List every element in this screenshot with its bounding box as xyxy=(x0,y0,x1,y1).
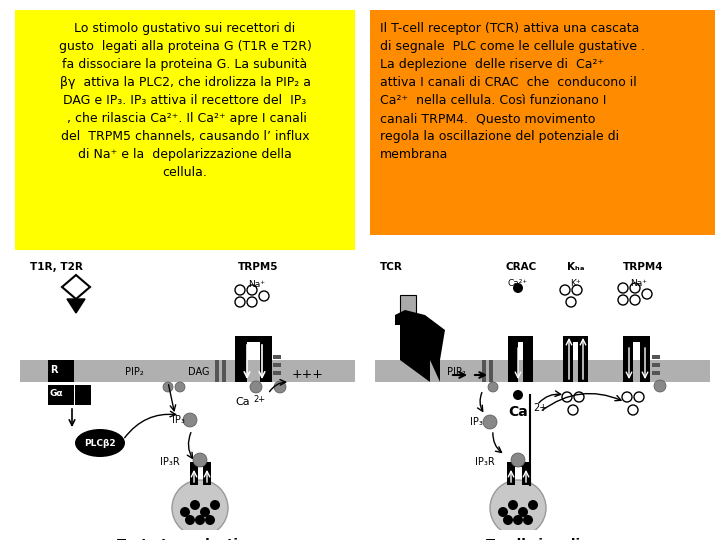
Circle shape xyxy=(185,515,195,525)
Circle shape xyxy=(163,382,173,392)
Text: Il T-cell receptor (TCR) attiva una cascata
di segnale  PLC come le cellule gust: Il T-cell receptor (TCR) attiva una casc… xyxy=(380,22,645,161)
Circle shape xyxy=(183,413,197,427)
Text: PIP₂: PIP₂ xyxy=(447,367,466,377)
Bar xyxy=(215,360,219,382)
Bar xyxy=(652,355,660,359)
Circle shape xyxy=(503,515,513,525)
Circle shape xyxy=(511,453,525,467)
Bar xyxy=(222,360,226,382)
Circle shape xyxy=(274,381,286,393)
Polygon shape xyxy=(395,310,445,382)
Bar xyxy=(523,337,533,382)
Bar xyxy=(235,337,247,382)
Text: DAG: DAG xyxy=(188,367,210,377)
Circle shape xyxy=(195,515,205,525)
Polygon shape xyxy=(62,275,90,299)
Bar xyxy=(15,10,355,250)
Bar xyxy=(190,463,198,485)
Bar xyxy=(273,355,281,359)
Bar xyxy=(508,336,533,342)
Circle shape xyxy=(513,390,523,400)
Circle shape xyxy=(210,500,220,510)
Bar xyxy=(563,336,588,342)
Text: TRPM5: TRPM5 xyxy=(238,262,279,272)
Text: PIP₂: PIP₂ xyxy=(125,367,144,377)
Circle shape xyxy=(528,500,538,510)
Circle shape xyxy=(180,507,190,517)
Bar xyxy=(370,10,715,235)
Text: IP₃R: IP₃R xyxy=(475,457,495,467)
Circle shape xyxy=(490,480,546,536)
Text: CRAC: CRAC xyxy=(505,262,536,272)
Bar xyxy=(563,337,573,382)
Bar xyxy=(375,360,710,382)
Bar xyxy=(578,337,588,382)
Circle shape xyxy=(513,283,523,293)
Bar xyxy=(400,295,416,325)
Bar xyxy=(20,360,355,382)
Text: 2+: 2+ xyxy=(533,403,547,413)
Bar xyxy=(652,363,660,367)
Text: Taste transduction: Taste transduction xyxy=(117,538,257,540)
Bar xyxy=(190,462,211,467)
Text: Gα: Gα xyxy=(50,389,63,399)
Text: TRPM4: TRPM4 xyxy=(623,262,664,272)
Bar xyxy=(260,337,272,382)
Bar xyxy=(522,463,530,485)
Bar xyxy=(623,337,633,382)
Circle shape xyxy=(172,480,228,536)
Text: Kₕₐ: Kₕₐ xyxy=(567,262,585,272)
Bar xyxy=(507,462,530,467)
Bar xyxy=(235,336,272,342)
Circle shape xyxy=(190,500,200,510)
Bar xyxy=(508,337,518,382)
Circle shape xyxy=(498,507,508,517)
Circle shape xyxy=(200,507,210,517)
Text: IP₃: IP₃ xyxy=(470,417,483,427)
Text: TCR: TCR xyxy=(380,262,403,272)
Text: PLCβ2: PLCβ2 xyxy=(84,438,116,448)
Text: T cell signaling: T cell signaling xyxy=(485,538,598,540)
Circle shape xyxy=(488,382,498,392)
Text: Ca: Ca xyxy=(508,405,528,419)
Text: Lo stimolo gustativo sui recettori di
gusto  legati alla proteina G (T1R e T2R)
: Lo stimolo gustativo sui recettori di gu… xyxy=(58,22,312,179)
Bar xyxy=(640,337,650,382)
Text: IP₃R: IP₃R xyxy=(160,457,180,467)
Circle shape xyxy=(483,415,497,429)
Text: R: R xyxy=(50,365,58,375)
Bar xyxy=(48,385,74,405)
Circle shape xyxy=(513,515,523,525)
Bar xyxy=(489,360,493,382)
Bar xyxy=(273,371,281,375)
Circle shape xyxy=(518,507,528,517)
Text: 2+: 2+ xyxy=(253,395,265,404)
Bar xyxy=(48,360,74,382)
Text: Na⁺: Na⁺ xyxy=(248,280,265,289)
Circle shape xyxy=(205,515,215,525)
Text: K⁺: K⁺ xyxy=(570,279,580,288)
Bar xyxy=(623,336,650,342)
Text: T1R, T2R: T1R, T2R xyxy=(30,262,83,272)
Circle shape xyxy=(508,500,518,510)
Text: Na⁺: Na⁺ xyxy=(630,279,647,288)
Circle shape xyxy=(175,382,185,392)
Bar xyxy=(507,463,515,485)
Text: Ca²⁺: Ca²⁺ xyxy=(507,279,527,288)
Circle shape xyxy=(654,380,666,392)
Polygon shape xyxy=(67,299,85,313)
Circle shape xyxy=(250,381,262,393)
Bar xyxy=(203,463,211,485)
Bar xyxy=(652,371,660,375)
Text: Ca: Ca xyxy=(235,397,250,407)
Text: IP₃: IP₃ xyxy=(172,415,185,425)
Circle shape xyxy=(193,453,207,467)
Bar xyxy=(273,363,281,367)
Ellipse shape xyxy=(75,429,125,457)
Bar xyxy=(482,360,486,382)
Bar xyxy=(75,385,91,405)
Text: +++: +++ xyxy=(292,368,324,381)
Circle shape xyxy=(523,515,533,525)
